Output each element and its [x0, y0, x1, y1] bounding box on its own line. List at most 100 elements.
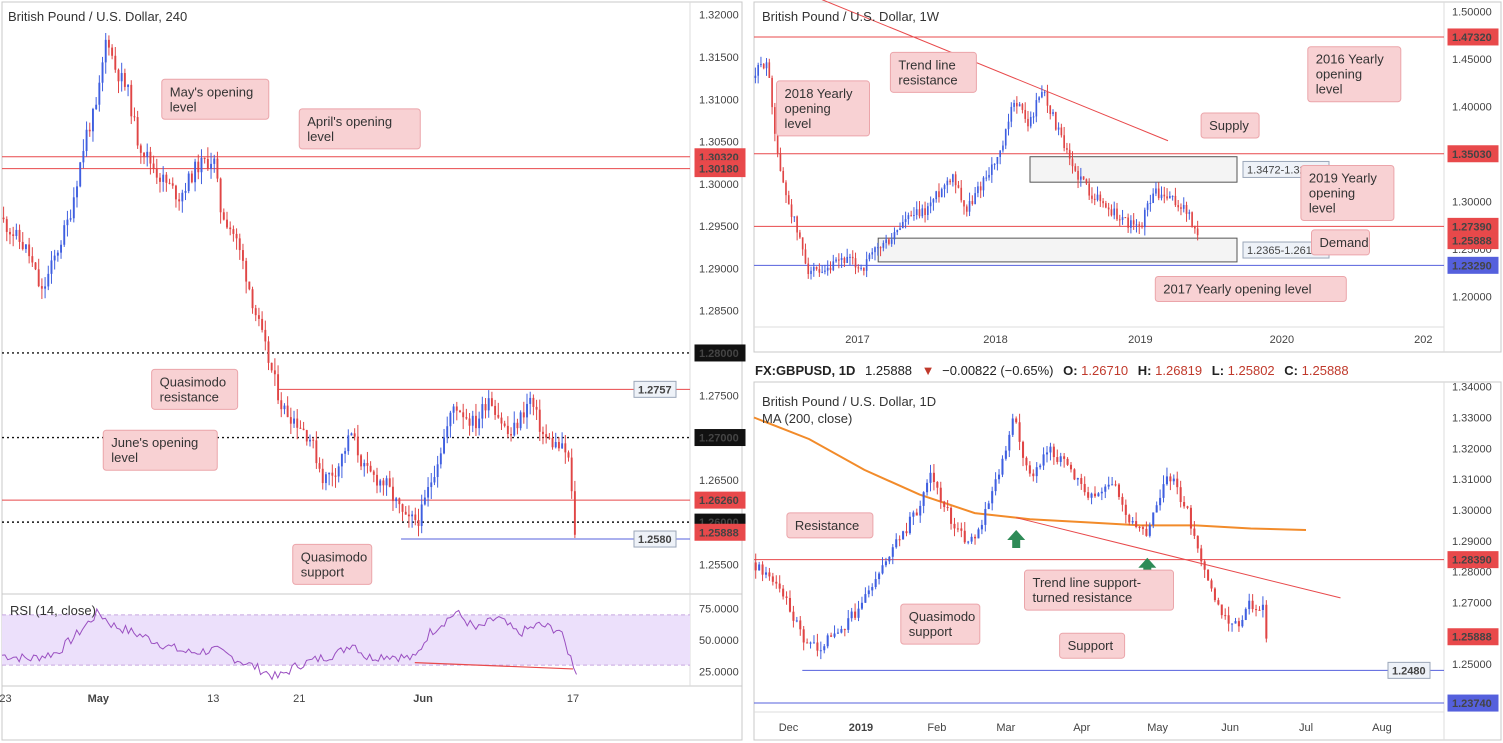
- w1-candle: [1068, 149, 1071, 159]
- h4-callout-text: support: [301, 564, 345, 579]
- daily-chart-panel[interactable]: 1.34000 1.33000 1.32000 1.31000 1.30000 1.290…: [753, 381, 1502, 741]
- w1-candle: [1077, 170, 1079, 180]
- d1-y-tick: 1.30000: [1452, 505, 1492, 517]
- h4-candle: [257, 315, 260, 319]
- h4-candle: [407, 514, 410, 517]
- h4-candle: [251, 289, 254, 309]
- d1-candle: [943, 501, 946, 508]
- d1-candle: [819, 650, 822, 652]
- h4-candle: [315, 440, 318, 464]
- h4-candle: [302, 428, 305, 431]
- h4-candle: [53, 255, 56, 261]
- w1-candle: [1082, 176, 1085, 180]
- quote-open-label: O:: [1063, 363, 1077, 378]
- w1-candle: [876, 247, 879, 249]
- w1-candle: [924, 208, 926, 216]
- d1-candle: [922, 492, 925, 506]
- d1-candle: [764, 572, 768, 575]
- h4-candle: [15, 229, 18, 236]
- w1-candle: [918, 209, 921, 217]
- w1-candle: [965, 206, 968, 212]
- w1-callout: [1311, 229, 1370, 256]
- w1-candle: [1180, 207, 1182, 209]
- d1-y-tick: 1.34000: [1452, 382, 1492, 394]
- h4-candle: [411, 514, 414, 517]
- w1-candle: [1118, 219, 1121, 221]
- d1-candle: [1045, 452, 1049, 455]
- quote-symbol: FX:GBPUSD, 1D: [755, 363, 855, 378]
- rsi-band: [2, 614, 690, 666]
- w1-candle: [799, 232, 801, 238]
- w1-candle: [940, 189, 943, 198]
- w1-candle: [1169, 196, 1171, 199]
- w1-x-tick: 2018: [983, 334, 1007, 346]
- w1-candle: [874, 247, 876, 253]
- d1-candle: [799, 620, 802, 630]
- d1-candle: [1138, 526, 1141, 528]
- d1-candle: [1117, 484, 1121, 497]
- d1-candle: [1111, 484, 1114, 486]
- d1-candle: [977, 529, 980, 539]
- h4-candle: [526, 403, 528, 418]
- w1-callout: [1300, 165, 1395, 222]
- w1-level-label: 1.25888: [1452, 236, 1492, 248]
- h4-callout-text: Quasimodo: [301, 549, 367, 564]
- w1-candle: [929, 202, 932, 207]
- h4-candle: [561, 443, 564, 449]
- h4-y-tick: 1.28500: [699, 306, 739, 318]
- d1-candle: [754, 562, 757, 571]
- h4-level-label: 1.28000: [699, 348, 739, 360]
- h4-y-tick: 1.26500: [699, 475, 739, 487]
- h4-candle: [60, 244, 63, 253]
- quote-high-label: H:: [1138, 363, 1152, 378]
- h4-candle: [363, 462, 366, 467]
- d1-candle: [833, 633, 836, 637]
- w1-candle: [952, 174, 954, 183]
- w1-candle: [890, 239, 893, 244]
- w1-candle: [879, 247, 882, 249]
- d1-y-tick: 1.29000: [1452, 536, 1492, 548]
- d1-candle: [1145, 528, 1148, 536]
- d1-candle: [1162, 484, 1165, 498]
- w1-candle: [771, 77, 773, 108]
- w1-candle: [1102, 201, 1104, 204]
- w1-candle: [865, 259, 868, 271]
- d1-x-tick: Aug: [1372, 722, 1392, 734]
- h4-candle: [79, 162, 82, 187]
- d1-candle: [1052, 446, 1055, 458]
- h4-candle: [273, 370, 276, 375]
- weekly-chart-panel[interactable]: 1.500001.450001.400001.350001.300001.250…: [753, 0, 1502, 353]
- h4-level-label-box: [694, 160, 746, 178]
- d1-candle: [905, 531, 908, 534]
- d1-candle: [891, 547, 894, 557]
- d1-candle: [788, 597, 792, 612]
- d1-candle: [960, 528, 963, 531]
- d1-candle: [998, 474, 1001, 480]
- h4-candle: [187, 173, 190, 192]
- d1-candle: [1155, 505, 1158, 513]
- w1-candle: [1016, 102, 1018, 107]
- h4-candle: [478, 418, 481, 429]
- w1-candle: [907, 215, 910, 220]
- w1-candle: [1127, 217, 1129, 228]
- w1-candle: [824, 270, 826, 272]
- w1-candle: [1029, 117, 1032, 127]
- w1-candle: [1043, 92, 1046, 94]
- h4-candle: [420, 504, 423, 526]
- h4-candle: [232, 229, 235, 234]
- d1-candle: [1124, 504, 1127, 515]
- h4-chart-panel[interactable]: 1.32000 1.31500 1.31000 1.30500 1.30000 1.295…: [0, 1, 746, 741]
- h4-candle: [433, 477, 436, 483]
- h4-candle: [146, 151, 149, 157]
- rsi-y-tick: 75.0000: [699, 604, 739, 616]
- w1-candle: [1071, 158, 1074, 167]
- w1-candle: [1013, 102, 1015, 107]
- h4-candle: [401, 504, 404, 512]
- w1-candle: [996, 156, 999, 164]
- d1-candle: [1104, 486, 1107, 492]
- d1-candle: [987, 503, 990, 510]
- d1-candle: [956, 528, 959, 530]
- h4-candle: [72, 197, 75, 219]
- quote-low: 1.25802: [1228, 363, 1275, 378]
- w1-callout-text: 2016 Yearly: [1316, 52, 1384, 67]
